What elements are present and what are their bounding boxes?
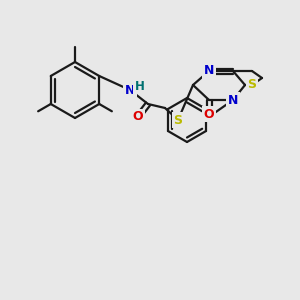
- Text: O: O: [133, 110, 143, 124]
- Text: N: N: [204, 64, 214, 77]
- Text: S: S: [248, 79, 256, 92]
- Text: N: N: [228, 94, 238, 106]
- Text: O: O: [204, 107, 214, 121]
- Text: N: N: [125, 83, 135, 97]
- Text: S: S: [173, 113, 182, 127]
- Text: H: H: [135, 80, 145, 92]
